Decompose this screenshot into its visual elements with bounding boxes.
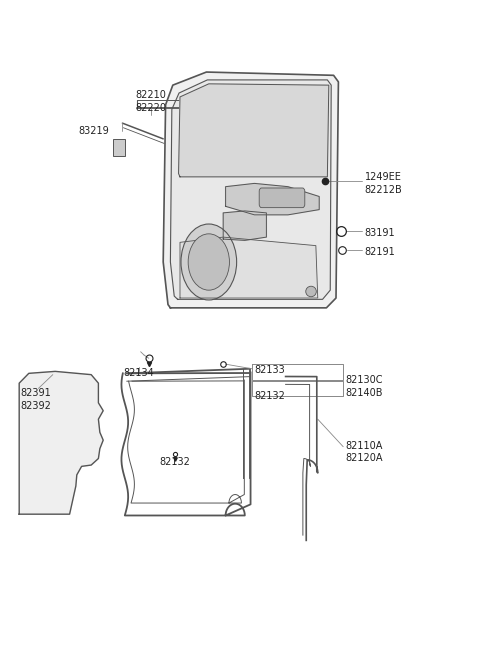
Text: 82210
82220: 82210 82220 xyxy=(136,90,167,113)
Polygon shape xyxy=(179,84,329,177)
Polygon shape xyxy=(223,211,266,240)
Text: 82134: 82134 xyxy=(124,368,155,379)
Text: 1249EE
82212B: 1249EE 82212B xyxy=(365,172,403,195)
Polygon shape xyxy=(226,183,319,215)
Text: 82133: 82133 xyxy=(254,365,285,375)
Polygon shape xyxy=(19,371,103,514)
Polygon shape xyxy=(180,237,318,298)
Text: 82130C
82140B: 82130C 82140B xyxy=(346,375,383,398)
Circle shape xyxy=(181,224,237,300)
Text: 82132: 82132 xyxy=(254,391,285,402)
Polygon shape xyxy=(163,72,338,308)
Text: 82391
82392: 82391 82392 xyxy=(21,388,51,411)
Polygon shape xyxy=(170,80,331,299)
Circle shape xyxy=(188,234,229,290)
Bar xyxy=(113,139,125,156)
Text: 82191: 82191 xyxy=(365,247,396,257)
Text: 83219: 83219 xyxy=(78,126,109,136)
Ellipse shape xyxy=(306,286,316,297)
FancyBboxPatch shape xyxy=(259,188,305,208)
Text: 82110A
82120A: 82110A 82120A xyxy=(346,441,383,463)
Text: 83191: 83191 xyxy=(365,227,396,238)
Text: 82132: 82132 xyxy=(160,457,191,467)
